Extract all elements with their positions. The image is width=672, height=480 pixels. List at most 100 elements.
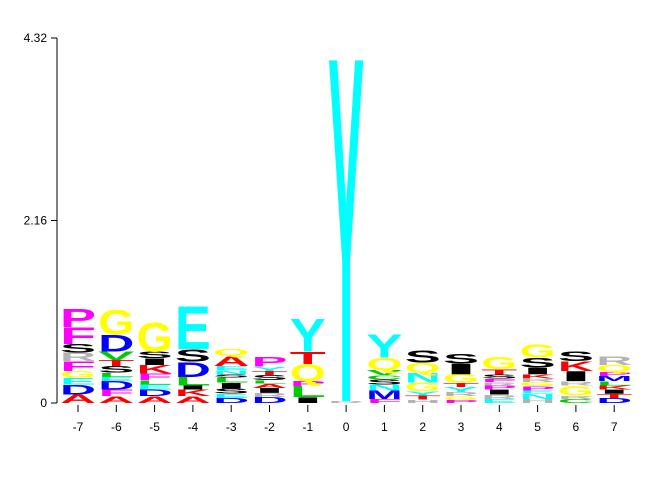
- logo-letter: C: [366, 374, 402, 381]
- logo-letter: T: [481, 368, 517, 376]
- logo-letter: D: [137, 388, 173, 399]
- logo-letter-group: Y: [328, 0, 364, 480]
- logo-letter: E: [175, 293, 211, 362]
- logo-letter: F: [60, 358, 96, 374]
- logo-letter-group: D: [98, 330, 134, 356]
- logo-letter-group: E: [60, 376, 96, 387]
- logo-letter-group: N: [213, 369, 249, 376]
- logo-letter: H: [405, 399, 441, 404]
- logo-letter-group: P: [252, 354, 288, 370]
- logo-letter-group: S: [60, 342, 96, 355]
- logo-letter-group: Y: [443, 386, 479, 394]
- x-tick-label: -3: [226, 420, 237, 434]
- logo-letter: A: [137, 395, 173, 406]
- logo-letter-group: P: [290, 380, 326, 388]
- logo-letter: L: [213, 376, 249, 384]
- logo-letter-group: H: [405, 399, 441, 404]
- logo-letter-group: T: [443, 382, 479, 389]
- logo-letter-group: D: [596, 397, 632, 405]
- logo-letter: V: [366, 369, 402, 377]
- logo-letter: G: [98, 302, 134, 342]
- y-axis: 0 2.16 4.32: [24, 31, 58, 410]
- logo-letter: A: [175, 395, 211, 406]
- logo-letter: L: [290, 383, 326, 400]
- logo-letter: S: [252, 374, 288, 382]
- logo-letter-group: G: [443, 372, 479, 385]
- logo-letter: L: [596, 380, 632, 387]
- logo-letter: T: [98, 358, 134, 367]
- logo-letter-group: R: [520, 378, 556, 383]
- logo-letter: Q: [366, 354, 402, 374]
- logo-letter: I: [252, 387, 288, 395]
- logo-letter: P: [252, 354, 288, 370]
- logo-letter-group: S: [443, 351, 479, 367]
- logo-letter: F: [98, 388, 134, 399]
- logo-letter-group: S: [252, 374, 288, 382]
- logo-letter-group: P: [60, 304, 96, 333]
- logo-letter: I: [520, 366, 556, 377]
- logo-letter: I: [213, 381, 249, 390]
- x-tick-label: -1: [302, 420, 313, 434]
- logo-letter: D: [252, 396, 288, 405]
- logo-letter-group: E: [98, 376, 134, 383]
- logo-letter: K: [596, 384, 632, 391]
- logo-letter: R: [558, 380, 594, 387]
- logo-letter-group: F: [366, 398, 402, 405]
- logo-letter-group: K: [558, 358, 594, 374]
- logo-letter-group: L: [290, 383, 326, 400]
- logo-letter-group: D: [213, 397, 249, 405]
- logo-letter: L: [175, 375, 211, 388]
- logo-letter-group: C: [558, 398, 594, 405]
- logo-letter-group: I: [520, 366, 556, 377]
- logo-letter: G: [60, 369, 96, 380]
- logo-letter: P: [596, 371, 632, 378]
- logo-letter-group: T: [252, 370, 288, 377]
- logo-letter: G: [520, 381, 556, 388]
- logo-letter: G: [137, 315, 173, 361]
- logo-letter: I: [137, 357, 173, 368]
- logo-letter-group: G: [98, 302, 134, 342]
- logo-letter-group: D: [98, 379, 134, 392]
- logo-letter: A: [60, 393, 96, 406]
- logo-letter-group: S: [558, 348, 594, 364]
- logo-letter-group: I: [252, 387, 288, 395]
- logo-letter-group: L: [98, 372, 134, 379]
- logo-letter-group: A: [213, 353, 249, 369]
- logo-letter: S: [558, 348, 594, 364]
- logo-letter-group: G: [60, 369, 96, 380]
- logo-letter: E: [520, 389, 556, 394]
- logo-letter: R: [328, 401, 364, 404]
- logo-letter-group: I: [213, 381, 249, 390]
- logo-letter: M: [596, 375, 632, 383]
- logo-letter: R: [520, 378, 556, 383]
- logo-letter-group: D: [252, 396, 288, 405]
- logo-letter: T: [443, 382, 479, 389]
- logo-letter-group: G: [520, 381, 556, 388]
- logo-letter-group: I: [175, 384, 211, 391]
- logo-letter: F: [366, 398, 402, 405]
- logo-letter-group: M: [596, 375, 632, 383]
- logo-letter: K: [558, 358, 594, 374]
- logo-letter: T: [290, 348, 326, 368]
- logo-letter-group: R: [443, 391, 479, 398]
- logo-letter-group: P: [520, 385, 556, 392]
- logo-letter-group: L: [596, 380, 632, 387]
- logo-letter: K: [175, 388, 211, 399]
- logo-letter-group: R: [596, 355, 632, 368]
- logo-letter-group: G: [137, 315, 173, 361]
- logo-letter-group: Y: [405, 390, 441, 397]
- logo-letter-group: G: [558, 383, 594, 399]
- logo-letter: R: [481, 381, 517, 386]
- logo-letter-group: T: [98, 358, 134, 367]
- logo-letter: G: [443, 395, 479, 400]
- logo-letter: G: [405, 381, 441, 394]
- logo-letter-group: R: [558, 380, 594, 387]
- logo-letter-group: N: [366, 383, 402, 392]
- y-tick-label: 4.32: [24, 31, 48, 45]
- logo-letter: Q: [290, 360, 326, 386]
- logo-letter-group: G: [405, 381, 441, 394]
- logo-letter: I: [596, 388, 632, 395]
- logo-letter: D: [98, 330, 134, 356]
- logo-letter: S: [175, 346, 211, 366]
- logo-letter-group: R: [328, 401, 364, 404]
